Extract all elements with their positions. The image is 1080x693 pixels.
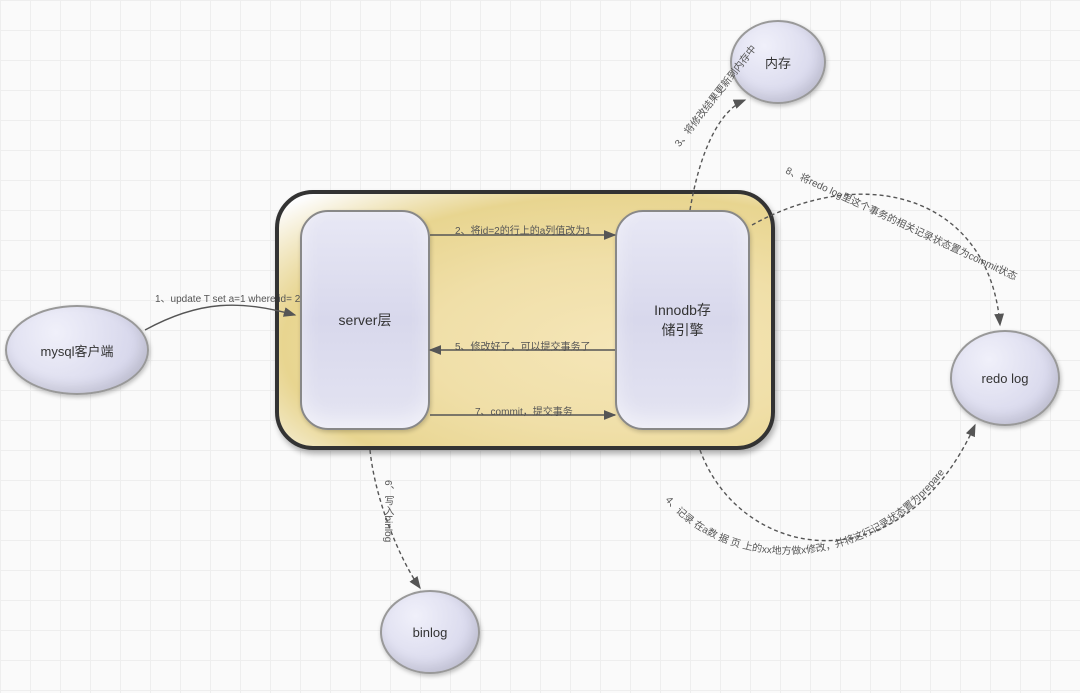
node-redolog-label: redo log xyxy=(982,371,1029,386)
node-server: server层 xyxy=(300,210,430,430)
node-server-label: server层 xyxy=(339,310,392,330)
edge-6 xyxy=(370,450,420,588)
node-redolog: redo log xyxy=(950,330,1060,426)
node-client-label: mysql客户端 xyxy=(41,341,114,360)
edge-3-label: 3、将修改结果更新到内存中 xyxy=(670,41,759,149)
edge-1 xyxy=(145,305,295,330)
edge-1-label: 1、update T set a=1 where id= 2 xyxy=(155,290,300,305)
edge-4-label: 4、记录 在a数 据 页 上的xx地方做x修改，并将这行记录状态置为prepar… xyxy=(663,467,947,557)
node-binlog: binlog xyxy=(380,590,480,674)
edge-8-label: 8、将redo log里这个事务的相关记录状态置为commit状态 xyxy=(784,162,1020,283)
edge-6-label: 6、写入binlog xyxy=(380,480,395,542)
node-innodb: Innodb存 储引擎 xyxy=(615,210,750,430)
edge-2-label: 2、将id=2的行上的a列值改为1 xyxy=(455,222,591,237)
node-innodb-label: Innodb存 储引擎 xyxy=(654,300,711,340)
node-client: mysql客户端 xyxy=(5,305,149,395)
edge-7-label: 7、commit，提交事务 xyxy=(475,403,573,418)
node-memory-label: 内存 xyxy=(765,53,791,72)
edge-5-label: 5、修改好了，可以提交事务了 xyxy=(455,338,591,353)
node-binlog-label: binlog xyxy=(413,625,448,640)
